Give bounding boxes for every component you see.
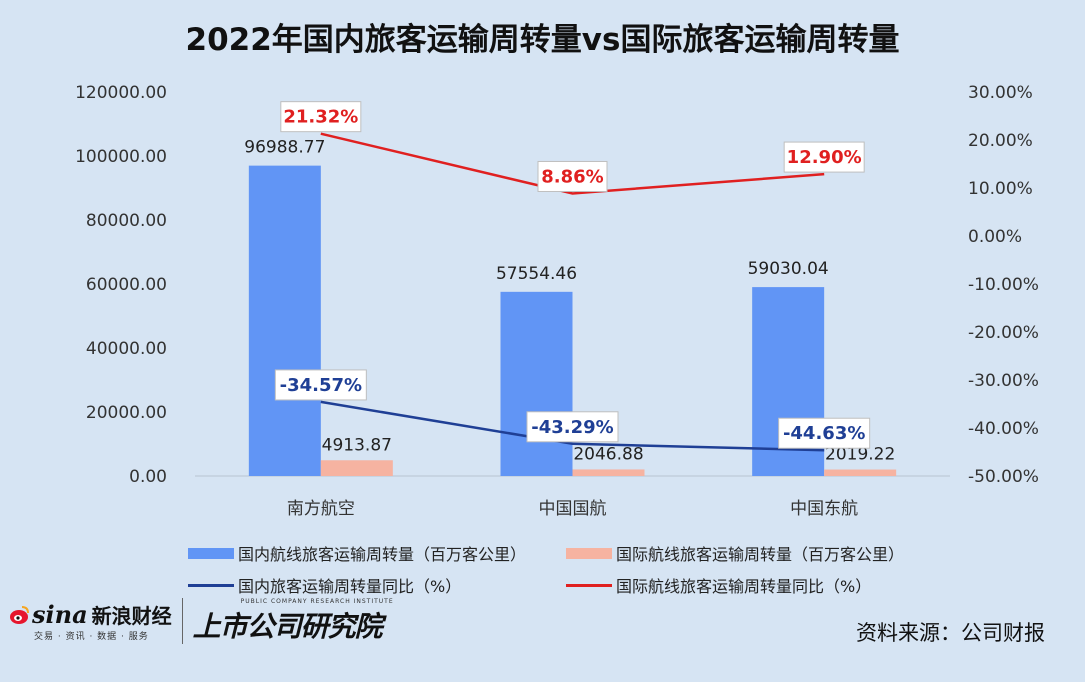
bar-data-label: 2046.88: [573, 444, 643, 464]
legend-label-domestic-volume: 国内航线旅客运输周转量（百万客公里）: [238, 545, 527, 564]
y-left-tick-label: 60000.00: [86, 275, 167, 295]
research-institute-english: PUBLIC COMPANY RESEARCH INSTITUTE: [240, 597, 394, 605]
y-right-tick-label: 30.00%: [968, 83, 1033, 103]
line-label-box: [526, 411, 619, 443]
chart-title: 2022年国内旅客运输周转量vs国际旅客运输周转量: [185, 22, 900, 58]
sina-finance-name: 新浪财经: [91, 604, 172, 628]
line-data-label: -43.29%: [531, 417, 613, 438]
legend-label-domestic-yoy: 国内旅客运输周转量同比（%）: [238, 577, 462, 596]
y-right-tick-label: 10.00%: [968, 179, 1033, 199]
series-line: [320, 132, 825, 195]
legend-swatch-international-volume: [566, 547, 612, 559]
y-right-tick-label: -30.00%: [968, 371, 1039, 391]
bar-international: [572, 469, 645, 476]
footer-logos: sina 新浪财经 交易 · 资讯 · 数据 · 服务 PUBLIC COMPA…: [8, 596, 394, 646]
y-right-tick-label: -20.00%: [968, 323, 1039, 343]
legend-item-international-yoy: 国际航线旅客运输周转量同比（%）: [566, 573, 871, 597]
sina-finance-logo: sina 新浪财经 交易 · 资讯 · 数据 · 服务: [8, 600, 172, 642]
legend-swatch-domestic-volume: [188, 547, 234, 559]
research-institute-logo: PUBLIC COMPANY RESEARCH INSTITUTE 上市公司研究…: [193, 598, 394, 645]
y-right-tick-label: -50.00%: [968, 467, 1039, 487]
data-source-note: 资料来源：公司财报: [856, 621, 1045, 645]
legend-label-international-yoy: 国际航线旅客运输周转量同比（%）: [616, 577, 872, 596]
legend-label-international-volume: 国际航线旅客运输周转量（百万客公里）: [616, 545, 905, 564]
y-right-tick-label: 0.00%: [968, 227, 1022, 247]
y-left-tick-label: 40000.00: [86, 339, 167, 359]
line-label-box: [778, 417, 871, 449]
sina-eye-icon: [8, 604, 30, 626]
legend-swatch-domestic-yoy: [188, 583, 234, 587]
line-data-label: 8.86%: [541, 166, 603, 187]
line-data-label: 12.90%: [787, 147, 862, 168]
combo-chart: 0.00 20000.00 40000.00 60000.00 80000.00 1000…: [75, 83, 1039, 519]
series-line: [320, 400, 825, 452]
bar-data-label: 4913.87: [322, 435, 392, 455]
x-tick-label: 中国国航: [539, 499, 607, 519]
line-label-box: [783, 141, 865, 173]
bar-data-label: 57554.46: [496, 264, 577, 284]
line-label-box: [274, 369, 367, 401]
bar-data-label: 96988.77: [244, 138, 325, 158]
legend-item-domestic-volume: 国内航线旅客运输周转量（百万客公里）: [188, 541, 526, 565]
y-left-tick-label: 80000.00: [86, 211, 167, 231]
y-right-tick-label: -40.00%: [968, 419, 1039, 439]
legend-swatch-international-yoy: [566, 583, 612, 587]
x-tick-label: 中国东航: [790, 499, 858, 519]
line-label-box: [280, 101, 362, 133]
logo-divider: [181, 598, 183, 644]
sina-wordmark: sina: [32, 600, 88, 629]
y-left-tick-label: 100000.00: [75, 147, 167, 167]
y-left-tick-label: 120000.00: [75, 83, 167, 103]
bar-international: [320, 460, 393, 476]
legend-item-domestic-yoy: 国内旅客运输周转量同比（%）: [188, 573, 461, 597]
bar-domestic: [500, 291, 573, 476]
y-left-tick-label: 0.00: [129, 467, 167, 487]
sina-tagline: 交易 · 资讯 · 数据 · 服务: [34, 632, 149, 642]
bar-data-label: 2019.22: [825, 445, 895, 465]
line-label-box: [537, 160, 608, 192]
y-right-tick-label: -10.00%: [968, 275, 1039, 295]
line-data-label: -34.57%: [280, 375, 362, 396]
line-data-label: -44.63%: [783, 423, 865, 444]
bar-domestic: [248, 165, 321, 477]
legend-item-international-volume: 国际航线旅客运输周转量（百万客公里）: [566, 541, 904, 565]
y-left-tick-label: 20000.00: [86, 403, 167, 423]
research-institute-name: 上市公司研究院: [192, 609, 383, 643]
line-data-label: 21.32%: [283, 107, 358, 128]
x-tick-label: 南方航空: [287, 499, 355, 519]
bar-data-label: 59030.04: [748, 259, 829, 279]
bar-international: [824, 469, 897, 476]
y-right-tick-label: 20.00%: [968, 131, 1033, 151]
